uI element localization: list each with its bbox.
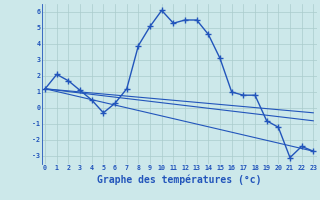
- X-axis label: Graphe des températures (°c): Graphe des températures (°c): [97, 174, 261, 185]
